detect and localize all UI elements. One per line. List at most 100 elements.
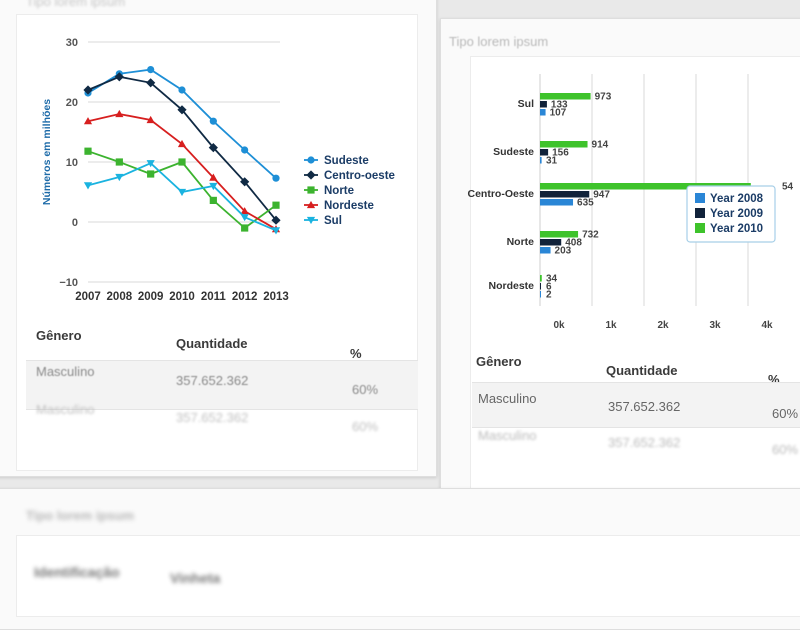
legend-label: Year 2010	[710, 223, 763, 235]
data-label: 31	[546, 156, 558, 167]
right-table-row-2-quantity: 357.652.362	[608, 435, 681, 450]
bar-legend: Year 2008 Year 2009 Year 2010	[686, 185, 776, 243]
category-label: Centro-Oeste	[467, 188, 534, 200]
legend-marker	[306, 200, 316, 209]
category-label: Sudeste	[493, 146, 534, 158]
data-label: 34	[546, 274, 558, 285]
data-label: 133	[551, 100, 568, 111]
data-point	[209, 173, 218, 181]
data-label: 973	[595, 92, 612, 103]
bar	[540, 109, 546, 116]
category-label: Nordeste	[488, 280, 534, 292]
bar	[540, 283, 541, 290]
right-panel-title: Tipo lorem ipsum	[449, 34, 549, 49]
data-label: 54	[782, 182, 794, 193]
bottom-panel-title: Tipo lorem ipsum	[26, 508, 135, 523]
x-tick-label: 2k	[657, 320, 669, 331]
series-nordeste	[83, 109, 281, 233]
data-point	[240, 214, 249, 222]
bar	[540, 93, 591, 100]
x-tick-label: 2008	[107, 291, 133, 303]
bottom-panel-card	[16, 535, 800, 617]
left-table-row-1-quantity: 357.652.362	[176, 373, 249, 388]
right-table-header-percent: %	[768, 372, 780, 387]
x-tick-label: 0k	[553, 320, 565, 331]
data-point	[178, 158, 186, 166]
data-point	[115, 109, 124, 118]
left-table-row-2-percent: 60%	[352, 419, 379, 434]
bar	[540, 149, 549, 156]
legend-swatch	[695, 193, 705, 203]
x-tick-label: 2012	[232, 291, 258, 303]
data-point	[272, 174, 280, 182]
right-table-row-bg	[472, 382, 800, 428]
y-tick-label: 0	[72, 217, 78, 229]
legend-label: Year 2008	[710, 193, 764, 205]
legend-label: Norte	[324, 185, 354, 197]
series-norte	[84, 147, 280, 232]
x-tick-label: 2007	[75, 291, 101, 303]
y-tick-label: 10	[66, 157, 78, 169]
x-tick-label: 2011	[201, 291, 227, 303]
data-point	[177, 105, 187, 115]
right-table-row-1-quantity: 357.652.362	[608, 399, 681, 414]
data-label: 947	[593, 190, 610, 201]
legend-box	[686, 185, 776, 243]
bar	[540, 183, 751, 190]
data-point	[272, 201, 280, 209]
right-table-row-2-percent: 60%	[772, 442, 799, 457]
data-point	[240, 177, 250, 187]
x-tick-label: 1k	[605, 320, 617, 331]
right-table-header-genero: Gênero	[476, 354, 522, 369]
category-label: Norte	[507, 236, 535, 248]
data-point	[146, 78, 156, 88]
x-tick-label: 3k	[709, 320, 721, 331]
bar	[540, 191, 590, 198]
data-point	[209, 182, 218, 191]
data-point	[146, 115, 155, 124]
left-table-row-2-quantity: 357.652.362	[176, 410, 249, 425]
data-label: 408	[565, 238, 582, 249]
left-table: Gênero Quantidade % Masculino 357.652.36…	[16, 318, 421, 468]
left-table-header-quantidade: Quantidade	[176, 336, 248, 351]
left-table-row-bg	[26, 360, 418, 410]
data-point	[177, 139, 187, 148]
left-table-header-genero: Gênero	[36, 328, 82, 343]
legend-label: Sudeste	[324, 155, 369, 167]
bar	[540, 141, 588, 148]
data-label: 635	[577, 198, 594, 209]
right-table-row-1-gender: Masculino	[478, 391, 537, 406]
data-point	[115, 158, 123, 166]
data-point	[83, 182, 93, 190]
data-label: 107	[550, 108, 567, 119]
data-point	[177, 188, 187, 197]
left-table-row-1-percent: 60%	[352, 382, 379, 397]
bar	[540, 101, 547, 108]
y-tick-label: 30	[66, 37, 78, 49]
x-tick-label: 2009	[138, 291, 164, 303]
bar	[540, 157, 542, 164]
legend-swatch	[695, 208, 705, 218]
data-label: 6	[546, 282, 552, 293]
data-point	[241, 146, 249, 154]
data-label: 732	[582, 230, 599, 241]
data-point	[178, 86, 186, 94]
data-point	[83, 117, 93, 125]
data-label: 203	[555, 246, 572, 257]
data-point	[271, 215, 281, 225]
legend-item: Centro-oeste	[304, 170, 395, 182]
data-label: 914	[592, 140, 609, 151]
data-point	[115, 173, 124, 182]
legend-swatch	[695, 223, 705, 233]
right-table: Gênero Quantidade % Masculino 357.652.36…	[470, 346, 800, 476]
data-point	[83, 85, 93, 95]
bottom-table-header-vinheta: Vinheta	[170, 570, 221, 586]
y-tick-label: 20	[66, 97, 78, 109]
data-point	[240, 207, 249, 215]
bar	[540, 199, 574, 206]
bar	[540, 247, 551, 254]
x-tick-label: 4k	[761, 320, 773, 331]
legend-item: Nordeste	[304, 200, 374, 212]
series-centro-oeste	[83, 72, 281, 225]
